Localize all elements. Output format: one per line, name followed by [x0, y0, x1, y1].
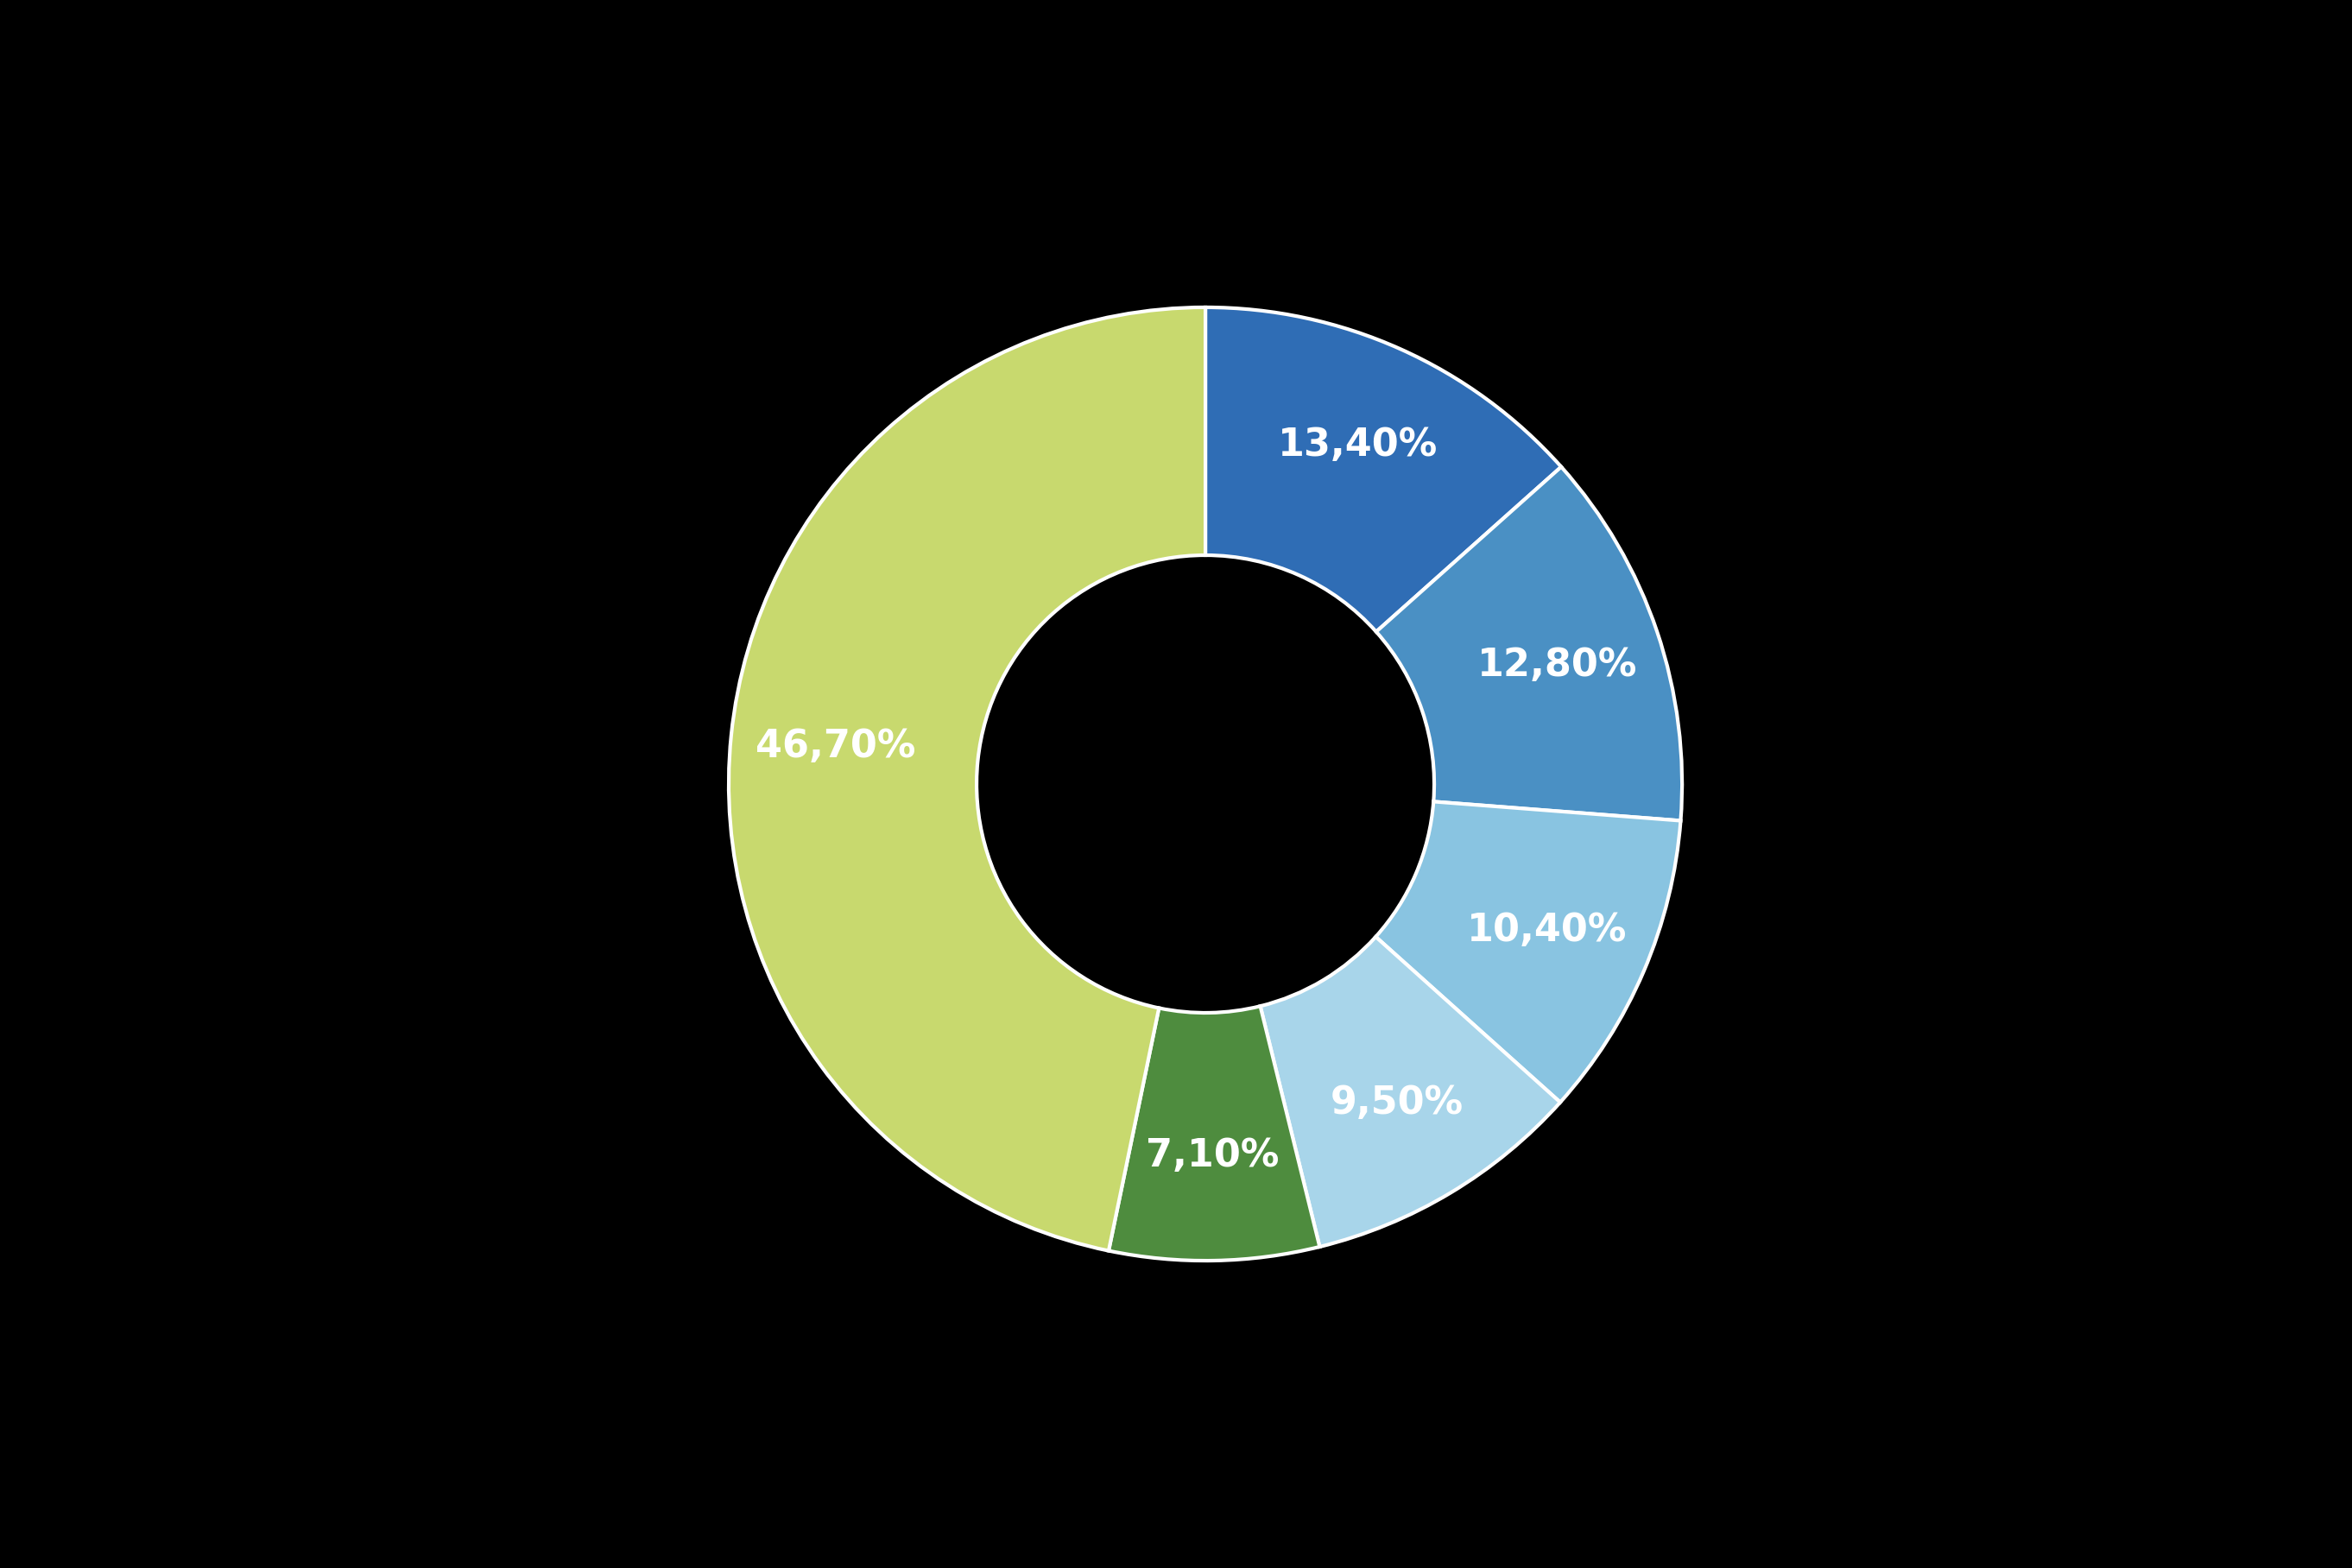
Text: 10,40%: 10,40% [1468, 911, 1628, 949]
Text: 13,40%: 13,40% [1277, 426, 1437, 463]
Text: 9,50%: 9,50% [1331, 1083, 1463, 1121]
Wedge shape [1376, 801, 1682, 1102]
Wedge shape [1261, 936, 1559, 1247]
Text: 7,10%: 7,10% [1145, 1137, 1279, 1174]
Wedge shape [1204, 307, 1562, 632]
Text: 12,80%: 12,80% [1477, 646, 1637, 684]
Text: 46,70%: 46,70% [755, 728, 915, 765]
Wedge shape [1376, 467, 1682, 820]
Wedge shape [1108, 1007, 1319, 1261]
Wedge shape [729, 307, 1207, 1251]
